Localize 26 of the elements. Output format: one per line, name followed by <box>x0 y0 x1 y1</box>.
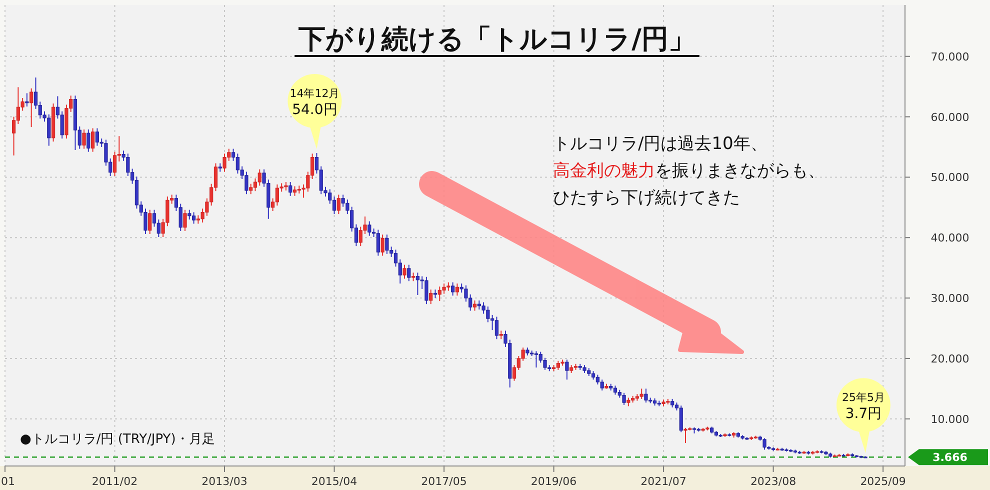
x-tick-label: 2011/02 <box>92 475 138 488</box>
y-tick-label: 40.000 <box>930 232 970 245</box>
y-tick-label: 20.000 <box>930 352 970 366</box>
y-tick-label: 70.000 <box>930 50 970 64</box>
ref-label: 3.666 <box>908 449 988 466</box>
annotation: 高金利の魅力 <box>553 161 655 181</box>
x-tick-label: 2015/04 <box>311 475 358 488</box>
annotation: トルコリラ/円は過去10年、 <box>553 134 768 154</box>
ref-line-label: 3.666 <box>932 451 968 464</box>
x-tick-label: 2017/05 <box>421 475 467 488</box>
y-tick-label: 60.000 <box>930 110 970 124</box>
y-tick-label: 30.000 <box>930 292 970 306</box>
title: 下がり続ける「トルコリラ/円」 <box>294 24 700 57</box>
annotation: ●トルコリラ/円 (TRY/JPY)・月足 <box>20 432 215 447</box>
x-tick-label: 01 <box>1 475 15 488</box>
x-tick-label: 2021/07 <box>640 475 686 488</box>
y-tick-label: 10.000 <box>930 412 970 426</box>
x-tick-label: 2019/06 <box>530 475 577 488</box>
annotation: ひたすら下げ続けてきた <box>553 188 740 208</box>
x-tick-label: 2025/09 <box>860 475 906 488</box>
x-tick-label: 2023/08 <box>750 475 796 488</box>
y-tick-label: 50.000 <box>930 171 970 184</box>
annotation: 25年5月 3.7円 <box>842 391 885 422</box>
annotation: を振りまきながらも、 <box>655 161 825 181</box>
annotation: 14年12月 54.0円 <box>290 87 340 118</box>
x-tick-label: 2013/03 <box>202 475 248 488</box>
